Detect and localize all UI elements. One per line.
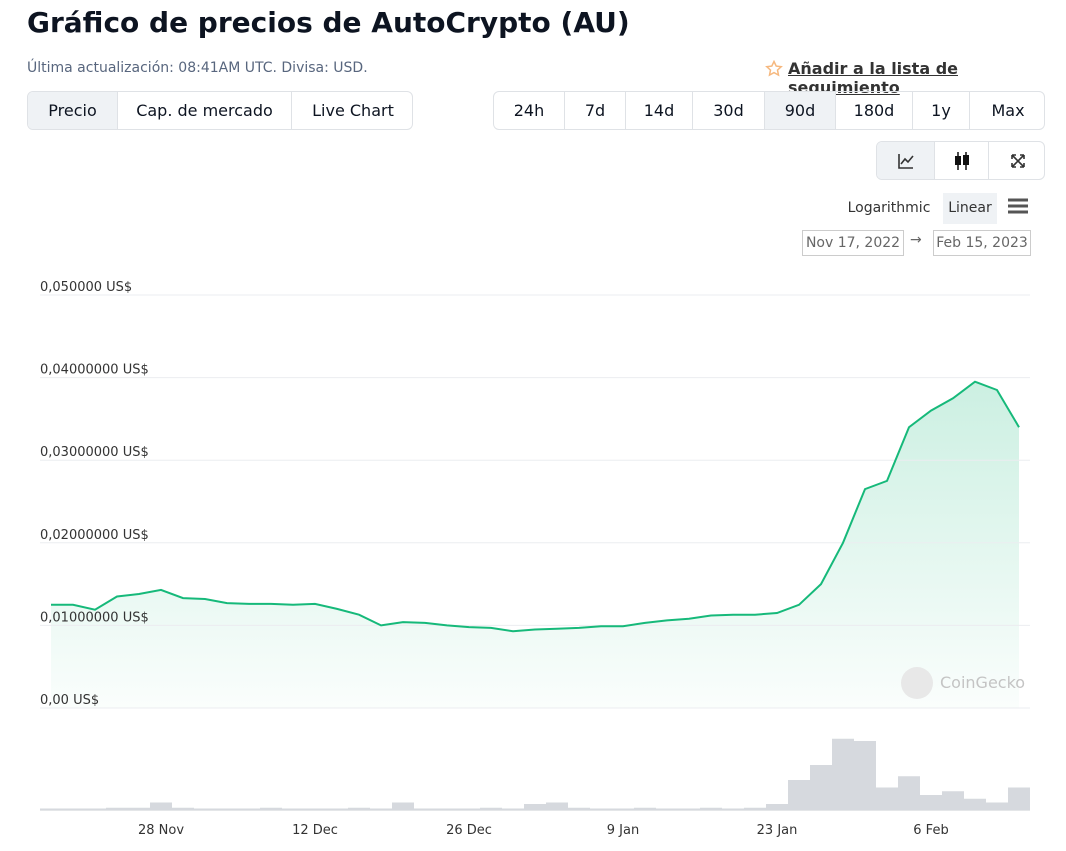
menu-icon[interactable] <box>1007 197 1029 215</box>
volume-bar <box>766 804 788 810</box>
volume-bar <box>370 808 392 810</box>
x-tick-label: 26 Dec <box>446 823 492 838</box>
volume-bar <box>458 808 480 810</box>
volume-bar <box>260 807 282 810</box>
volume-bar <box>722 808 744 810</box>
y-tick-label: 0,050000 US$ <box>40 280 132 295</box>
volume-bar <box>942 791 964 810</box>
star-icon[interactable] <box>765 60 783 78</box>
range-group: 24h 7d 14d 30d 90d 180d 1y Max <box>493 91 1045 130</box>
volume-bar <box>546 802 568 810</box>
range-button[interactable]: 1y <box>913 92 970 129</box>
volume-bar <box>568 807 590 810</box>
price-line <box>51 380 1020 633</box>
volume-bar <box>898 776 920 810</box>
volume-bar <box>62 808 84 810</box>
candle-icon <box>954 152 969 170</box>
x-tick-label: 28 Nov <box>138 823 184 838</box>
fullscreen-button[interactable] <box>989 142 1044 179</box>
volume-bar <box>854 741 876 810</box>
volume-bar <box>876 787 898 810</box>
watermark: CoinGecko <box>940 673 1025 692</box>
volume-bar <box>744 807 766 810</box>
volume-bar <box>656 808 678 810</box>
volume-bar <box>238 808 260 810</box>
volume-bar <box>832 738 854 810</box>
x-tick-label: 6 Feb <box>913 823 948 838</box>
line-icon <box>897 154 914 169</box>
volume-bar <box>502 808 524 810</box>
date-from[interactable]: Nov 17, 2022 <box>802 230 904 256</box>
volume-bar <box>414 808 436 810</box>
date-to[interactable]: Feb 15, 2023 <box>933 230 1031 256</box>
volume-bar <box>810 765 832 810</box>
volume-bar <box>964 798 986 810</box>
watermark-logo <box>901 667 933 699</box>
volume-bar <box>326 808 348 810</box>
volume-bar <box>480 807 502 810</box>
volume-bar <box>1008 787 1030 810</box>
page-title: Gráfico de precios de AutoCrypto (AU) <box>27 6 630 39</box>
scale-button[interactable]: Logarithmic <box>847 200 931 216</box>
line-chart-button[interactable] <box>877 142 935 179</box>
volume-bar <box>920 795 942 810</box>
y-tick-label: 0,02000000 US$ <box>40 528 149 543</box>
volume-bar <box>194 808 216 810</box>
expand-icon <box>1010 154 1025 168</box>
y-tick-label: 0,00 US$ <box>40 693 99 708</box>
volume-bar <box>612 808 634 810</box>
y-tick-label: 0,03000000 US$ <box>40 445 149 460</box>
tab-button[interactable]: Live Chart <box>312 101 394 120</box>
volume-bar <box>392 802 414 810</box>
range-button[interactable]: 24h <box>494 92 565 129</box>
tab-button[interactable]: Cap. de mercado <box>118 92 292 129</box>
volume-bar <box>634 807 656 810</box>
scale-button[interactable]: Linear <box>943 193 997 224</box>
y-tick-label: 0,01000000 US$ <box>40 610 149 625</box>
volume-bar <box>216 808 238 810</box>
range-button[interactable]: 90d <box>765 92 836 129</box>
volume-bar <box>788 780 810 810</box>
volume-bar <box>150 802 172 810</box>
price-area <box>51 381 1019 708</box>
volume-bar <box>282 808 304 810</box>
range-button[interactable]: 180d <box>836 92 913 129</box>
volume-bar <box>986 802 1008 810</box>
candle-chart-button[interactable] <box>935 142 989 179</box>
volume-bar <box>172 807 194 810</box>
range-button[interactable]: 7d <box>565 92 626 129</box>
watchlist-link[interactable]: Añadir a la lista de seguimiento <box>788 59 958 97</box>
range-button[interactable]: 14d <box>626 92 693 129</box>
range-button[interactable]: 30d <box>693 92 765 129</box>
y-tick-label: 0,04000000 US$ <box>40 363 149 378</box>
x-tick-label: 23 Jan <box>757 823 798 838</box>
volume-bar <box>106 807 128 810</box>
volume-bar <box>84 808 106 810</box>
volume-bar <box>590 808 612 810</box>
range-button[interactable]: Max <box>991 101 1025 120</box>
volume-bar <box>700 807 722 810</box>
x-tick-label: 9 Jan <box>607 823 639 838</box>
tab-group: Precio Cap. de mercado Live Chart <box>27 91 413 130</box>
volume-bar <box>348 807 370 810</box>
volume-bar <box>304 808 326 810</box>
x-tick-label: 12 Dec <box>292 823 338 838</box>
updated-note: Última actualización: 08:41AM UTC. Divis… <box>27 60 368 76</box>
chart-type-group <box>876 141 1045 180</box>
volume-bar <box>678 808 700 810</box>
chart: CoinGecko 0,00 US$ 0,01000000 US$ 0,020000… <box>40 280 1030 838</box>
volume-bar <box>436 808 458 810</box>
date-arrow: → <box>910 232 922 248</box>
volume-bar <box>40 808 62 810</box>
volume-bar <box>128 807 150 810</box>
tab-button[interactable]: Precio <box>28 92 118 129</box>
volume-bar <box>524 804 546 810</box>
